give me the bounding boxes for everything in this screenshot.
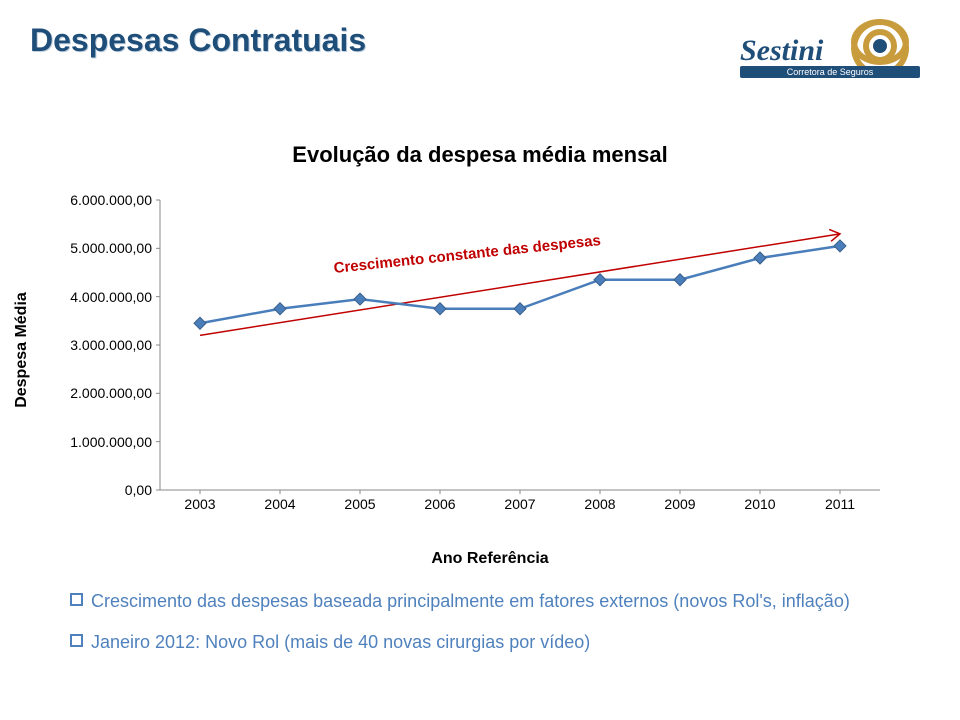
list-item: Janeiro 2012: Novo Rol (mais de 40 novas…: [70, 631, 890, 654]
logo-brand-text: Sestini: [740, 34, 824, 67]
brand-logo: Sestini Corretora de Seguros: [730, 14, 930, 84]
slide-title: Despesas Contratuais: [30, 22, 366, 59]
x-tick-label: 2004: [264, 496, 295, 512]
x-tick-label: 2008: [584, 496, 615, 512]
y-tick-label: 3.000.000,00: [70, 337, 160, 353]
x-tick-label: 2006: [424, 496, 455, 512]
list-item: Crescimento das despesas baseada princip…: [70, 590, 890, 613]
bullet-icon: [70, 593, 83, 606]
y-axis-label: Despesa Média: [13, 292, 31, 408]
bullet-text: Janeiro 2012: Novo Rol (mais de 40 novas…: [91, 631, 590, 654]
bullet-list: Crescimento das despesas baseada princip…: [70, 590, 890, 673]
logo-tagline: Corretora de Seguros: [787, 67, 874, 77]
chart-area: Despesa Média Ano Referência 0,001.000.0…: [80, 190, 900, 510]
x-tick-label: 2003: [184, 496, 215, 512]
x-tick-label: 2011: [825, 496, 855, 512]
x-axis-label: Ano Referência: [80, 550, 900, 568]
y-tick-label: 2.000.000,00: [70, 385, 160, 401]
x-tick-label: 2007: [504, 496, 535, 512]
chart-plot: [80, 190, 900, 510]
y-tick-label: 4.000.000,00: [70, 289, 160, 305]
y-tick-label: 6.000.000,00: [70, 192, 160, 208]
chart-title: Evolução da despesa média mensal: [0, 142, 960, 168]
bullet-text: Crescimento das despesas baseada princip…: [91, 590, 850, 613]
y-tick-label: 5.000.000,00: [70, 240, 160, 256]
x-tick-label: 2005: [344, 496, 375, 512]
y-tick-label: 0,00: [125, 482, 160, 498]
bullet-icon: [70, 634, 83, 647]
y-tick-label: 1.000.000,00: [70, 434, 160, 450]
x-tick-label: 2009: [664, 496, 695, 512]
x-tick-label: 2010: [744, 496, 775, 512]
